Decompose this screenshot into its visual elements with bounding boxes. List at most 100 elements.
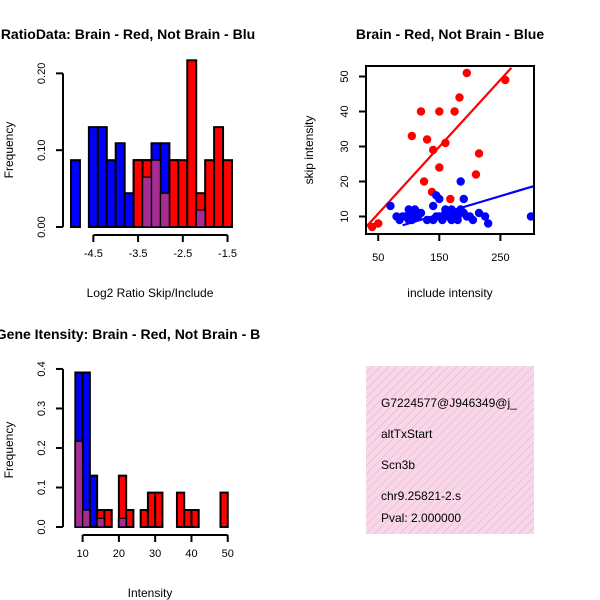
gene-bar-not-brain-2 (88, 474, 99, 529)
scatter-point-brain-2 (407, 131, 417, 141)
scatter-point-brain-4 (422, 135, 432, 144)
ratio-y-tick-label-0: 0.00 (36, 216, 48, 237)
scatter-point-not-brain-37 (453, 215, 462, 225)
ratio-bar-brain-5 (177, 159, 189, 228)
scatter-point-brain-17 (446, 194, 455, 204)
scatter-y-tick-label-4: 50 (339, 70, 351, 82)
ratio-bar-overlap-1 (150, 159, 162, 228)
scatter-point-not-brain-38 (462, 212, 471, 221)
scatter-point-brain-14 (474, 149, 484, 158)
gene-y-tick-label-2: 0.2 (36, 440, 48, 455)
ratio-bar-overlap-3 (195, 209, 206, 228)
gene-bar-brain-12 (219, 491, 229, 528)
gene-x-tick-label-1: 20 (113, 548, 125, 560)
scatter-point-not-brain-27 (429, 201, 438, 211)
scatter-point-brain-1 (374, 219, 383, 228)
ratio-bar-brain-10 (222, 159, 234, 228)
ratio-bar-not-brain-2 (96, 126, 108, 228)
scatter-point-brain-11 (450, 107, 459, 116)
ratio-bar-not-brain-4 (114, 142, 126, 229)
scatter-point-not-brain-32 (459, 194, 468, 204)
ratio-bar-overlap-2 (159, 192, 170, 228)
scatter-point-brain-7 (435, 163, 444, 172)
ratio-bar-brain-9 (213, 126, 225, 228)
gene-bar-brain-6 (139, 509, 149, 529)
gene-bar-overlap-1 (82, 509, 91, 528)
gene-bar-overlap-0 (74, 440, 84, 528)
scatter-point-brain-0 (367, 222, 377, 232)
scatter-x-tick-label-1: 150 (430, 252, 448, 264)
scatter-point-not-brain-26 (483, 219, 493, 228)
ratio-y-tick-label-2: 0.20 (36, 63, 48, 84)
info-line-locus: chr9.25821-2.s (381, 489, 461, 503)
scatter-point-not-brain-29 (435, 194, 444, 204)
gene-x-tick-label-0: 10 (76, 548, 88, 560)
scatter-y-tick-label-3: 40 (339, 105, 351, 117)
ratio-bar-not-brain-0 (70, 159, 81, 228)
gene-bar-brain-10 (183, 509, 193, 529)
gene-histogram-title: Gene Itensity: Brain - Red, Not Brain - … (0, 326, 260, 342)
gene-bar-brain-11 (190, 509, 200, 529)
gene-histogram-ylabel: Frequency (2, 422, 16, 479)
scatter-point-not-brain-14 (438, 215, 447, 225)
info-line-gene: Scn3b (381, 458, 415, 472)
scatter-fit-line-brain (366, 67, 513, 228)
scatter-ylabel: skip intensity (302, 116, 316, 185)
scatter-x-tick-label-0: 50 (372, 252, 384, 264)
gene-y-tick-label-4: 0.4 (36, 361, 48, 376)
scatter-point-not-brain-36 (447, 215, 456, 225)
ratio-bar-brain-8 (204, 159, 216, 228)
ratio-histogram-xlabel: Log2 Ratio Skip/Include (87, 286, 214, 300)
gene-x-tick-label-3: 40 (185, 548, 197, 560)
info-line-type: altTxStart (381, 427, 433, 441)
ratio-histogram-ylabel: Frequency (2, 122, 16, 179)
info-hatch (366, 366, 534, 534)
scatter-point-not-brain-24 (474, 208, 484, 218)
ratio-bar-not-brain-3 (105, 159, 117, 228)
gene-bar-brain-5 (125, 509, 135, 529)
info-pval: Pval: 2.000000 (381, 511, 461, 525)
scatter-point-brain-12 (455, 93, 464, 102)
scatter-y-tick-label-0: 10 (339, 210, 351, 222)
scatter-x-tick-label-2: 250 (491, 252, 509, 264)
scatter-xlabel: include intensity (407, 286, 492, 300)
gene-bar-brain-7 (146, 491, 157, 528)
scatter-point-not-brain-33 (404, 205, 413, 214)
scatter-frame (365, 65, 535, 235)
scatter-point-not-brain-25 (480, 212, 490, 221)
ratio-bar-brain-4 (168, 159, 180, 228)
ratio-bar-overlap-0 (141, 176, 153, 228)
info-line-id: G7224577@J946349@j_ (381, 396, 517, 410)
gene-x-tick-label-4: 50 (222, 548, 234, 560)
ratio-x-tick-label-3: -1.5 (218, 248, 237, 260)
gene-bar-brain-9 (175, 491, 186, 528)
gene-bar-not-brain-1 (81, 371, 91, 528)
scatter-point-brain-9 (416, 107, 426, 116)
gene-intensity-histogram: Gene Itensity: Brain - Red, Not Brain - … (0, 326, 260, 600)
gene-bar-overlap-3 (118, 517, 127, 528)
ratio-histogram-title: RatioData: Brain - Red, Not Brain - Blu (1, 26, 255, 42)
gene-bar-overlap-2 (96, 517, 105, 528)
intensity-scatter: Brain - Red, Not Brain - Blue 50 150 250 10… (302, 26, 544, 300)
ratio-bar-brain-6 (186, 59, 198, 228)
gene-y-tick-label-3: 0.3 (36, 401, 48, 416)
gene-x-tick-label-2: 30 (149, 548, 161, 560)
scatter-point-not-brain-39 (526, 212, 534, 221)
info-panel: G7224577@J946349@j_ altTxStart Scn3b chr… (366, 366, 534, 534)
ratio-histogram: RatioData: Brain - Red, Not Brain - Blu … (1, 26, 255, 300)
scatter-point-not-brain-35 (413, 208, 423, 218)
ratio-bar-not-brain-1 (87, 126, 99, 228)
ratio-y-tick-label-1: 0.10 (36, 139, 48, 160)
scatter-point-not-brain-0 (386, 201, 395, 211)
scatter-point-brain-13 (462, 68, 471, 78)
scatter-point-brain-10 (435, 107, 444, 116)
gene-y-tick-label-0: 0.0 (36, 519, 48, 534)
scatter-y-tick-label-1: 20 (339, 175, 351, 187)
scatter-point-not-brain-23 (468, 215, 478, 225)
scatter-point-brain-15 (471, 170, 481, 179)
scatter-point-brain-3 (419, 177, 429, 186)
scatter-plot-area (366, 67, 534, 232)
ratio-bar-brain-0 (132, 159, 144, 228)
ratio-bar-not-brain-5 (123, 192, 135, 228)
